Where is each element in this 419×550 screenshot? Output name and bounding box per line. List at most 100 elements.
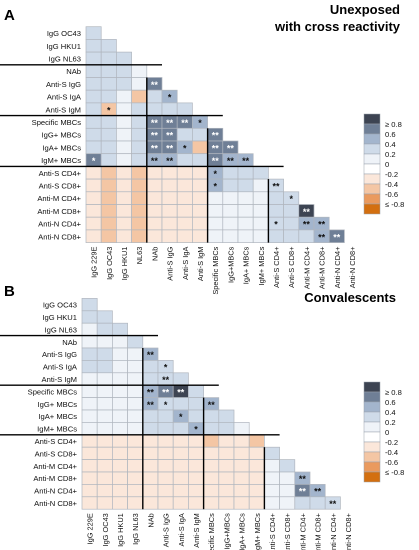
heatmap-cell <box>100 89 117 104</box>
heatmap-cell <box>81 372 98 386</box>
heatmap-cell <box>112 484 128 498</box>
heatmap-cell <box>127 459 144 473</box>
heatmap-cell <box>112 446 128 460</box>
heatmap-cell <box>203 471 220 485</box>
heatmap-cell <box>157 471 174 485</box>
column-label: IgA+ MBCs <box>242 246 251 284</box>
heatmap-cell <box>100 191 117 205</box>
legend-swatch <box>363 381 381 393</box>
column-label: Specific MBCs <box>207 513 216 550</box>
row-label: Anti-M CD4+ <box>37 194 81 203</box>
significance-marker: * <box>92 156 96 166</box>
heatmap-cell <box>116 229 132 243</box>
column-label: NL63 <box>135 247 144 265</box>
heatmap-cell <box>192 191 208 205</box>
heatmap-cell <box>222 166 239 180</box>
legend-swatch <box>363 203 381 215</box>
row-label: Specific MBCs <box>32 118 82 127</box>
significance-marker: ** <box>147 387 155 397</box>
significance-marker: ** <box>314 487 322 497</box>
significance-marker: ** <box>151 131 159 141</box>
heatmap-cell <box>298 229 315 243</box>
heatmap-cell <box>131 102 148 116</box>
heatmap-cell <box>218 484 235 498</box>
heatmap-cell <box>279 484 296 498</box>
heatmap-cell <box>264 471 280 485</box>
heatmap-cell <box>176 191 193 205</box>
heatmap-cell <box>192 216 208 231</box>
panel-a-subtitle: with cross reactivity <box>274 19 401 34</box>
row-label: Anti-S IgM <box>42 375 77 384</box>
heatmap-cell <box>131 89 148 104</box>
row-label: Anti-N CD8+ <box>38 232 81 241</box>
heatmap-cell <box>207 216 224 231</box>
heatmap-cell <box>309 496 326 510</box>
legend: ≥ 0.80.60.40.20-0.2-0.4-0.6≤ -0.8 <box>363 381 404 483</box>
significance-marker: ** <box>151 156 159 166</box>
heatmap-cell <box>233 434 250 448</box>
column-label: Anti-M CD4+ <box>298 513 307 550</box>
heatmap-cell <box>100 51 117 66</box>
heatmap-cell <box>100 153 117 167</box>
heatmap-cell <box>112 434 128 448</box>
heatmap-cell <box>222 229 239 243</box>
heatmap-cell <box>172 471 189 485</box>
heatmap-cell <box>85 140 102 155</box>
significance-marker: * <box>194 425 198 435</box>
heatmap-cell <box>207 229 224 243</box>
row-label: Anti-M CD4+ <box>33 462 77 471</box>
heatmap-cell <box>131 178 148 193</box>
legend-tick-label: ≤ -0.8 <box>385 468 404 477</box>
column-label: IgG HKU1 <box>120 247 129 281</box>
row-label: IgA+ MBCs <box>42 143 81 152</box>
heatmap-cell <box>233 422 250 436</box>
heatmap-cell <box>100 178 117 193</box>
legend-tick-label: 0.2 <box>385 150 396 159</box>
heatmap-cell <box>142 360 159 374</box>
heatmap-cell <box>127 384 144 398</box>
legend-tick-label: -0.6 <box>385 458 398 467</box>
heatmap-cell <box>85 39 102 53</box>
heatmap-cell <box>112 471 128 485</box>
panel-a-heatmap: IgG OC43 IgG HKU1 IgG NL63 NAb Anti-S IgG Ant… <box>0 26 404 295</box>
significance-marker: ** <box>166 156 174 166</box>
heatmap-cell <box>172 459 189 473</box>
heatmap-cell <box>279 496 296 510</box>
legend-swatch <box>363 441 381 453</box>
heatmap-cell <box>100 39 117 53</box>
heatmap-cell <box>192 166 208 180</box>
significance-marker: ** <box>166 143 174 153</box>
heatmap-cell <box>81 322 98 336</box>
column-label: IgA+ MBCs <box>238 513 247 550</box>
panel-b: B Convalescents IgG OC43 IgG HKU1 IgG NL63… <box>0 283 404 550</box>
heatmap-cell <box>142 434 159 448</box>
heatmap-cell <box>112 409 128 423</box>
heatmap-cell <box>176 178 193 193</box>
heatmap-cell <box>161 229 178 243</box>
legend-tick-label: -0.2 <box>385 438 398 447</box>
heatmap-cell <box>188 471 204 485</box>
significance-marker: ** <box>303 220 311 230</box>
heatmap-cell <box>233 446 250 460</box>
heatmap-cell <box>218 471 235 485</box>
panel-a-title: Unexposed <box>330 2 400 17</box>
heatmap-cell <box>81 471 98 485</box>
legend-tick-label: 0.4 <box>385 140 396 149</box>
significance-marker: ** <box>303 207 311 217</box>
significance-marker: ** <box>166 118 174 128</box>
heatmap-cell <box>146 216 163 231</box>
heatmap-cell <box>252 204 269 218</box>
significance-marker: ** <box>212 156 220 166</box>
heatmap-cell <box>100 204 117 218</box>
legend-tick-label: ≤ -0.8 <box>385 200 404 209</box>
heatmap-cell <box>100 166 117 180</box>
significance-marker: * <box>183 143 187 153</box>
column-label: Anti-N CD8+ <box>344 513 353 550</box>
heatmap-cell <box>218 422 235 436</box>
heatmap-cell <box>131 204 148 218</box>
heatmap-cell <box>131 115 148 129</box>
legend: ≥ 0.80.60.40.20-0.2-0.4-0.6≤ -0.8 <box>363 113 404 215</box>
legend-tick-label: 0.2 <box>385 418 396 427</box>
legend-swatch <box>363 431 381 443</box>
heatmap-cell <box>85 191 102 205</box>
